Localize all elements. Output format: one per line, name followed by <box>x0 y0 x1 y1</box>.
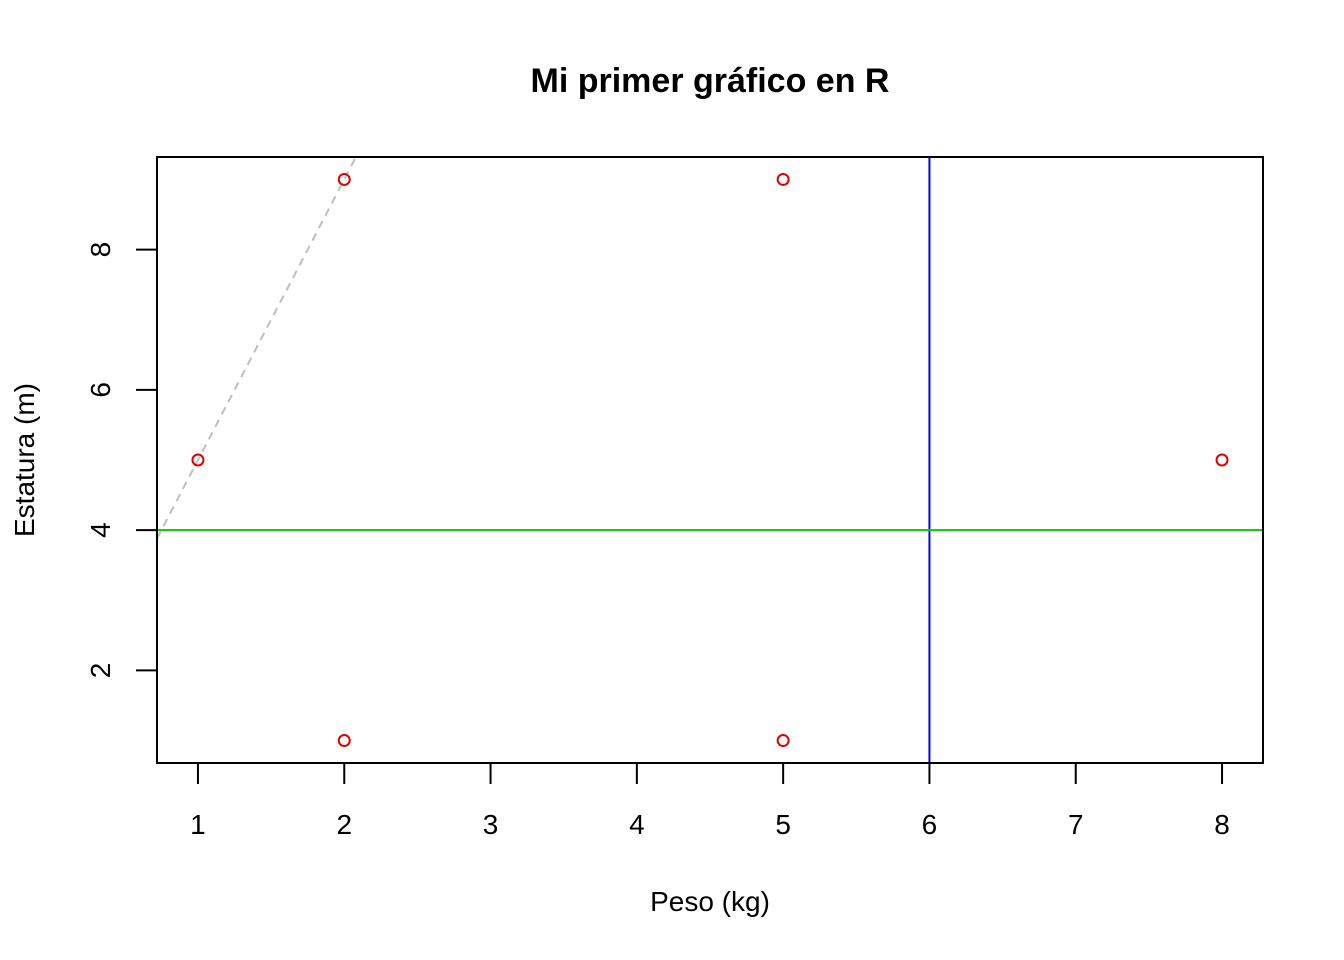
data-points <box>191 172 1229 748</box>
x-tick-label: 1 <box>190 809 206 840</box>
y-tick-label: 4 <box>85 522 116 538</box>
x-tick-label: 6 <box>922 809 938 840</box>
y-tick-label: 6 <box>85 382 116 398</box>
x-axis-label: Peso (kg) <box>650 886 770 917</box>
y-axis: 2 4 6 8 <box>85 242 158 679</box>
data-point <box>191 453 205 467</box>
x-tick-label: 8 <box>1214 809 1230 840</box>
chart-title: Mi primer gráfico en R <box>531 62 890 100</box>
plot-frame <box>156 156 1264 764</box>
y-tick-label: 8 <box>85 242 116 258</box>
data-point <box>1215 453 1229 467</box>
reference-lines <box>157 157 1263 763</box>
data-point <box>337 172 351 186</box>
data-point <box>337 734 351 748</box>
x-tick-label: 7 <box>1068 809 1084 840</box>
x-tick-label: 3 <box>483 809 499 840</box>
x-tick-label: 4 <box>629 809 645 840</box>
data-point <box>776 734 790 748</box>
x-axis: 1 2 3 4 5 6 7 8 <box>190 762 1230 840</box>
x-tick-label: 2 <box>336 809 352 840</box>
y-tick-label: 2 <box>85 663 116 679</box>
y-axis-label: Estatura (m) <box>9 383 40 537</box>
data-point <box>776 172 790 186</box>
x-tick-label: 5 <box>775 809 791 840</box>
